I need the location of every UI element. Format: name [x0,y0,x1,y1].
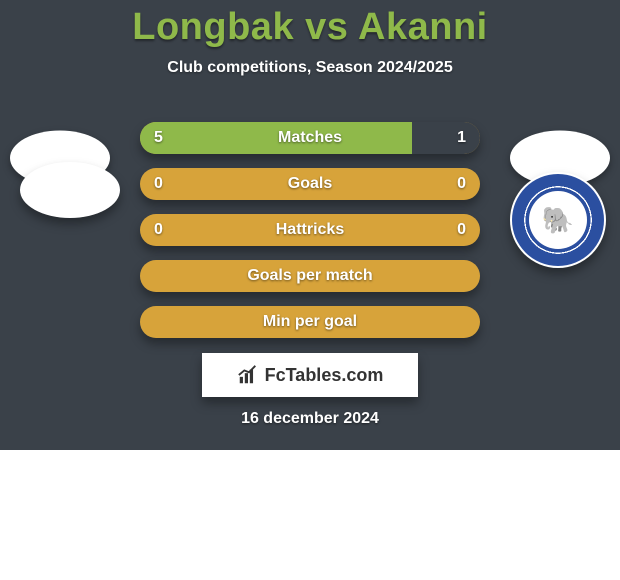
stat-label: Min per goal [140,306,480,338]
brand-box[interactable]: FcTables.com [202,353,418,397]
club-badge-icon: 🐘 [529,191,587,249]
comparison-card: Longbak vs Akanni Club competitions, Sea… [0,0,620,450]
player-left-avatar-2 [20,162,120,218]
stat-row-goals: 0 Goals 0 [140,168,480,200]
page-title: Longbak vs Akanni [0,0,620,49]
stat-right-value: 0 [457,214,466,246]
stat-bars: 5 Matches 1 0 Goals 0 0 Hattricks 0 Goal… [140,122,480,352]
club-badge-ring: 🐘 [512,174,604,266]
brand-text: FcTables.com [265,365,384,386]
stat-row-matches: 5 Matches 1 [140,122,480,154]
stat-right-value: 0 [457,168,466,200]
date-text: 16 december 2024 [0,410,620,428]
blank-area [0,450,620,580]
stat-label: Matches [140,122,480,154]
stat-label: Goals per match [140,260,480,292]
stat-row-goals-per-match: Goals per match [140,260,480,292]
page-subtitle: Club competitions, Season 2024/2025 [0,59,620,77]
stat-row-hattricks: 0 Hattricks 0 [140,214,480,246]
stat-row-min-per-goal: Min per goal [140,306,480,338]
player-right-club-badge: 🐘 [510,172,606,268]
brand-chart-icon [237,364,259,386]
stat-right-value: 1 [457,122,466,154]
stat-label: Hattricks [140,214,480,246]
stat-label: Goals [140,168,480,200]
